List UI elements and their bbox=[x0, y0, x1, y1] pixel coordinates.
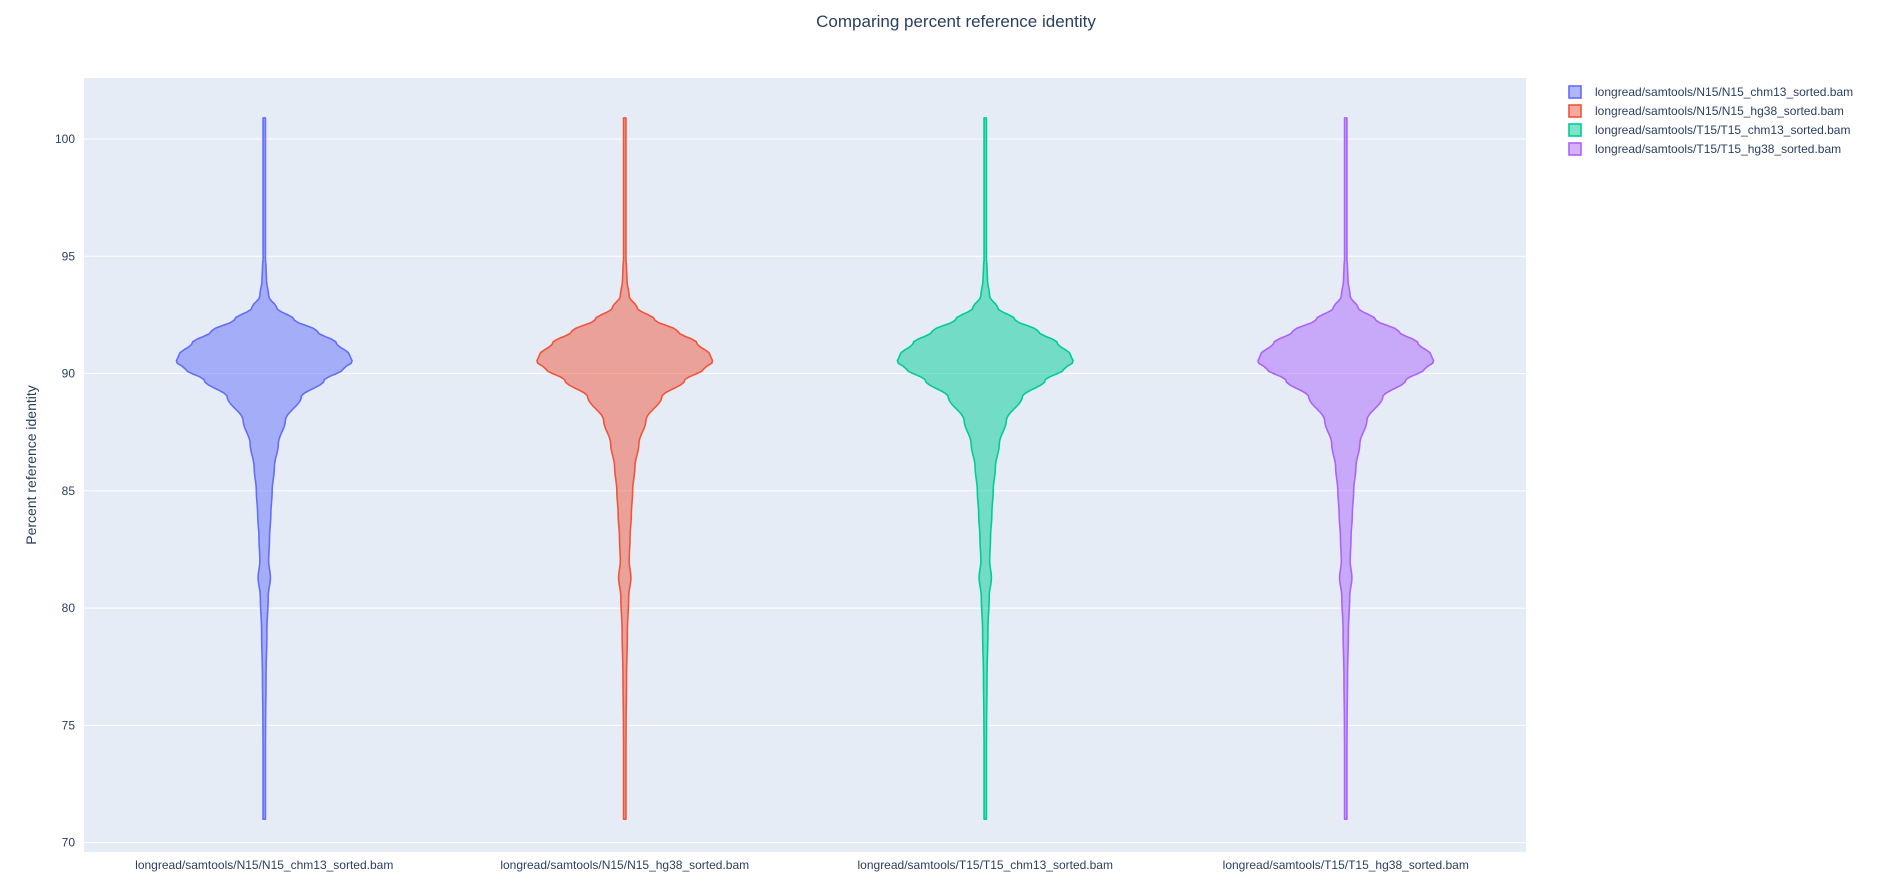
x-tick-label: longread/samtools/T15/T15_hg38_sorted.ba… bbox=[1223, 858, 1469, 872]
legend-item-4[interactable]: longread/samtools/T15/T15_hg38_sorted.ba… bbox=[1568, 142, 1841, 156]
legend-swatch bbox=[1568, 85, 1582, 99]
legend-label: longread/samtools/T15/T15_hg38_sorted.ba… bbox=[1595, 142, 1841, 156]
y-axis-ticks: 70 75 80 85 90 95 100 bbox=[55, 132, 75, 850]
legend-label: longread/samtools/N15/N15_hg38_sorted.ba… bbox=[1595, 104, 1844, 118]
y-axis-title: Percent reference identity bbox=[23, 385, 39, 545]
x-tick-label: longread/samtools/N15/N15_hg38_sorted.ba… bbox=[500, 858, 749, 872]
legend: longread/samtools/N15/N15_chm13_sorted.b… bbox=[1568, 85, 1853, 156]
x-tick-label: longread/samtools/N15/N15_chm13_sorted.b… bbox=[135, 858, 393, 872]
y-tick-label: 95 bbox=[62, 249, 76, 263]
y-tick-label: 75 bbox=[62, 718, 76, 732]
violin-2[interactable] bbox=[536, 117, 714, 820]
y-tick-label: 70 bbox=[62, 836, 76, 850]
legend-swatch bbox=[1568, 104, 1582, 118]
legend-item-3[interactable]: longread/samtools/T15/T15_chm13_sorted.b… bbox=[1568, 123, 1850, 137]
legend-label: longread/samtools/T15/T15_chm13_sorted.b… bbox=[1595, 123, 1850, 137]
violin-4[interactable] bbox=[1257, 117, 1435, 820]
violin-1[interactable] bbox=[175, 117, 353, 820]
plot-area bbox=[84, 78, 1526, 852]
violin-3[interactable] bbox=[896, 117, 1074, 820]
legend-label: longread/samtools/N15/N15_chm13_sorted.b… bbox=[1595, 85, 1853, 99]
legend-item-1[interactable]: longread/samtools/N15/N15_chm13_sorted.b… bbox=[1568, 85, 1853, 99]
legend-swatch bbox=[1568, 142, 1582, 156]
legend-swatch bbox=[1568, 123, 1582, 137]
violins bbox=[175, 117, 1435, 820]
y-tick-label: 85 bbox=[62, 484, 76, 498]
y-tick-label: 100 bbox=[55, 132, 75, 146]
x-axis-ticks: longread/samtools/N15/N15_chm13_sorted.b… bbox=[135, 858, 1469, 872]
legend-item-2[interactable]: longread/samtools/N15/N15_hg38_sorted.ba… bbox=[1568, 104, 1844, 118]
y-tick-label: 90 bbox=[62, 367, 76, 381]
y-tick-label: 80 bbox=[62, 601, 76, 615]
x-tick-label: longread/samtools/T15/T15_chm13_sorted.b… bbox=[858, 858, 1113, 872]
chart-title: Comparing percent reference identity bbox=[816, 12, 1096, 31]
